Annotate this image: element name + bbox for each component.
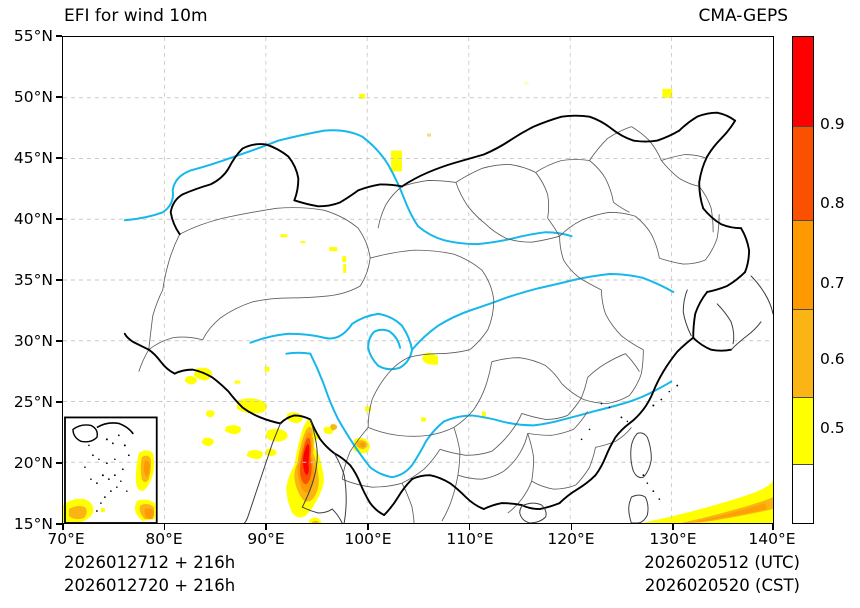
- colorbar-label-0.5: 0.5: [820, 419, 845, 437]
- map-plot-area: [62, 36, 774, 524]
- xtick-label-90: 90°E: [247, 530, 285, 548]
- xtick-label-110: 110°E: [446, 530, 494, 548]
- province-borders: [138, 126, 720, 523]
- ytick-label-25: 25°N: [13, 393, 53, 411]
- colorbar-segment-amber: [793, 309, 813, 397]
- grid-lines: [63, 37, 773, 523]
- footer-left: 2026012712 + 216h 2026012720 + 216h: [64, 551, 235, 597]
- footer-left-line1: 2026012712 + 216h: [64, 553, 236, 572]
- map-geography: [63, 37, 773, 523]
- footer-right-line1: 2026020512 (UTC): [644, 553, 800, 572]
- ytick-label-55: 55°N: [13, 27, 53, 45]
- river-lines: [123, 129, 675, 479]
- xtick-label-100: 100°E: [344, 530, 392, 548]
- island-dots: [580, 384, 679, 500]
- colorbar-segment-orange: [793, 219, 813, 310]
- ytick-label-45: 45°N: [13, 149, 53, 167]
- colorbar-segment-red: [793, 37, 813, 127]
- ytick-label-30: 30°N: [13, 332, 53, 350]
- footer-right: 2026020512 (UTC) 2026020520 (CST): [644, 551, 800, 597]
- colorbar-segment-darkorange: [793, 126, 813, 220]
- ytick-label-35: 35°N: [13, 271, 53, 289]
- xtick-label-130: 130°E: [649, 530, 697, 548]
- ytick-label-15: 15°N: [13, 515, 53, 533]
- xtick-label-120: 120°E: [547, 530, 595, 548]
- ytick-label-20: 20°N: [13, 454, 53, 472]
- ytick-label-50: 50°N: [13, 88, 53, 106]
- colorbar-segment-white: [793, 463, 813, 523]
- colorbar-label-0.8: 0.8: [820, 194, 845, 212]
- chart-title-left: EFI for wind 10m: [64, 6, 208, 26]
- colorbar-label-0.7: 0.7: [820, 274, 845, 292]
- south-china-sea-inset: [64, 416, 158, 523]
- colorbar-tick-labels: 0.9 0.8 0.7 0.6 0.5: [818, 0, 860, 608]
- footer-left-line2: 2026012720 + 216h: [64, 576, 236, 595]
- footer-right-line2: 2026020520 (CST): [644, 576, 800, 595]
- colorbar-label-0.9: 0.9: [820, 115, 845, 133]
- colorbar-label-0.6: 0.6: [820, 350, 845, 368]
- xtick-label-80: 80°E: [145, 530, 183, 548]
- colorbar-segment-yellow: [793, 396, 813, 464]
- xtick-label-140: 140°E: [748, 530, 796, 548]
- national-borders: [123, 111, 773, 523]
- colorbar[interactable]: [792, 36, 814, 524]
- chart-title-right: CMA-GEPS: [698, 6, 788, 26]
- y-axis-labels: 55°N 50°N 45°N 40°N 35°N 30°N 25°N 20°N …: [0, 0, 56, 608]
- xtick-label-70: 70°E: [47, 530, 85, 548]
- ytick-label-40: 40°N: [13, 210, 53, 228]
